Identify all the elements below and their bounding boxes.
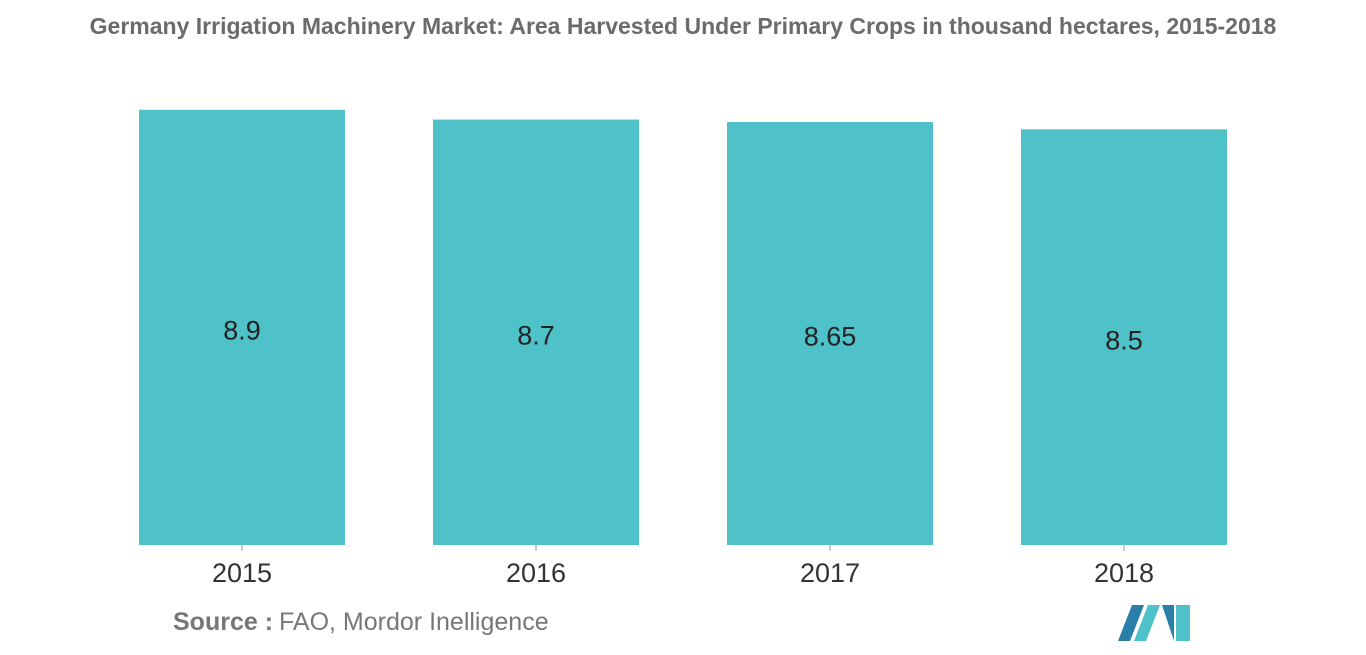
- x-tick-label: 2016: [506, 558, 566, 588]
- bar: [727, 122, 933, 545]
- bar: [433, 119, 639, 545]
- value-label: 8.7: [517, 320, 555, 350]
- bar: [139, 109, 345, 545]
- source-label: Source :: [173, 608, 273, 636]
- bar: [1021, 129, 1227, 545]
- x-tick-label: 2018: [1094, 558, 1154, 588]
- source-text: Source : FAO, Mordor Inelligence: [173, 608, 549, 636]
- source: FAO, Mordor Inelligence: [279, 608, 549, 636]
- x-tick-label: 2017: [800, 558, 860, 588]
- value-label: 8.65: [804, 322, 857, 352]
- chart-title: Germany Irrigation Machinery Market: Are…: [90, 13, 1277, 39]
- value-label: 8.5: [1105, 325, 1143, 355]
- x-tick-label: 2015: [212, 558, 272, 588]
- logo: [1118, 605, 1190, 641]
- value-label: 8.9: [223, 316, 261, 346]
